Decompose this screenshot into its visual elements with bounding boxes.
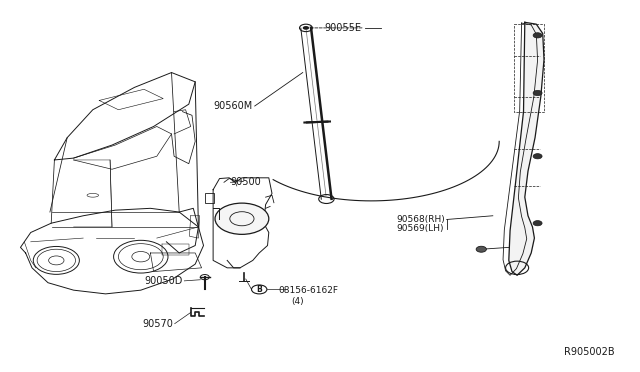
Text: B: B: [257, 285, 262, 294]
Text: 90568(RH): 90568(RH): [397, 215, 445, 224]
Circle shape: [533, 154, 542, 159]
Text: 90050D: 90050D: [144, 276, 182, 286]
Text: 90560M: 90560M: [214, 101, 253, 111]
Text: (4): (4): [291, 297, 304, 306]
Circle shape: [533, 221, 542, 226]
Text: 90500: 90500: [230, 177, 261, 187]
Text: 90055E: 90055E: [324, 23, 362, 33]
Polygon shape: [509, 22, 544, 275]
Circle shape: [476, 246, 486, 252]
Text: 90569(LH): 90569(LH): [397, 224, 444, 232]
Text: 90570: 90570: [142, 319, 173, 328]
Text: 08156-6162F: 08156-6162F: [278, 286, 339, 295]
Circle shape: [533, 33, 542, 38]
Circle shape: [215, 203, 269, 234]
Text: R905002B: R905002B: [564, 347, 614, 356]
Circle shape: [303, 26, 309, 30]
Circle shape: [533, 90, 542, 96]
